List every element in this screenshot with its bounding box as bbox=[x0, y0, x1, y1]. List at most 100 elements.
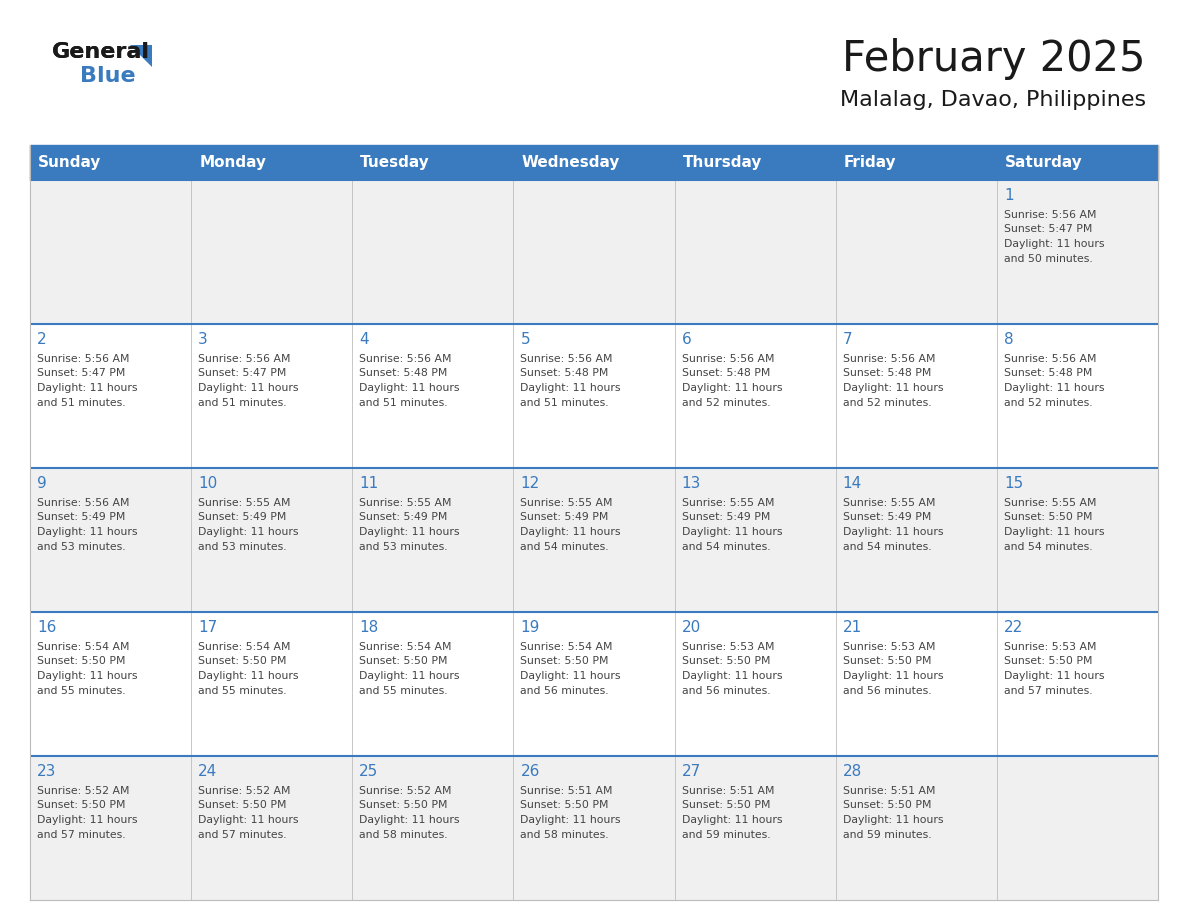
Text: Sunrise: 5:54 AM: Sunrise: 5:54 AM bbox=[520, 642, 613, 652]
Text: and 53 minutes.: and 53 minutes. bbox=[37, 542, 126, 552]
Text: 1: 1 bbox=[1004, 188, 1013, 203]
Bar bbox=[835, 324, 997, 468]
Text: and 56 minutes.: and 56 minutes. bbox=[520, 686, 609, 696]
Text: Sunset: 5:50 PM: Sunset: 5:50 PM bbox=[359, 656, 448, 666]
Text: and 53 minutes.: and 53 minutes. bbox=[198, 542, 286, 552]
Text: 11: 11 bbox=[359, 476, 379, 491]
Bar bbox=[30, 145, 191, 180]
Text: 16: 16 bbox=[37, 620, 56, 635]
Bar bbox=[353, 324, 513, 468]
Text: Sunset: 5:50 PM: Sunset: 5:50 PM bbox=[198, 656, 286, 666]
Text: Sunrise: 5:56 AM: Sunrise: 5:56 AM bbox=[37, 498, 129, 508]
Text: Sunset: 5:50 PM: Sunset: 5:50 PM bbox=[682, 656, 770, 666]
Text: Sunrise: 5:56 AM: Sunrise: 5:56 AM bbox=[1004, 354, 1097, 364]
Text: Sunrise: 5:51 AM: Sunrise: 5:51 AM bbox=[682, 786, 775, 796]
Text: and 52 minutes.: and 52 minutes. bbox=[842, 397, 931, 408]
Bar bbox=[675, 756, 835, 900]
Text: Sunset: 5:47 PM: Sunset: 5:47 PM bbox=[198, 368, 286, 378]
Text: 27: 27 bbox=[682, 764, 701, 779]
Text: Daylight: 11 hours: Daylight: 11 hours bbox=[842, 671, 943, 681]
Text: and 51 minutes.: and 51 minutes. bbox=[37, 397, 126, 408]
Text: Sunset: 5:49 PM: Sunset: 5:49 PM bbox=[37, 512, 126, 522]
Bar bbox=[353, 180, 513, 324]
Text: Sunset: 5:47 PM: Sunset: 5:47 PM bbox=[1004, 225, 1092, 234]
Text: General: General bbox=[52, 42, 150, 62]
Text: Sunset: 5:50 PM: Sunset: 5:50 PM bbox=[520, 800, 609, 811]
Text: 2: 2 bbox=[37, 332, 46, 347]
Bar bbox=[30, 324, 191, 468]
Text: 24: 24 bbox=[198, 764, 217, 779]
Bar bbox=[513, 145, 675, 180]
Text: and 50 minutes.: and 50 minutes. bbox=[1004, 253, 1093, 263]
Text: Sunset: 5:48 PM: Sunset: 5:48 PM bbox=[520, 368, 608, 378]
Text: Sunrise: 5:51 AM: Sunrise: 5:51 AM bbox=[842, 786, 935, 796]
Bar bbox=[30, 612, 191, 756]
Bar bbox=[997, 180, 1158, 324]
Text: Daylight: 11 hours: Daylight: 11 hours bbox=[359, 527, 460, 537]
Bar bbox=[191, 145, 353, 180]
Text: Daylight: 11 hours: Daylight: 11 hours bbox=[520, 383, 621, 393]
Text: 12: 12 bbox=[520, 476, 539, 491]
Bar bbox=[30, 180, 191, 324]
Text: Daylight: 11 hours: Daylight: 11 hours bbox=[842, 527, 943, 537]
Text: Sunrise: 5:56 AM: Sunrise: 5:56 AM bbox=[198, 354, 291, 364]
Text: 15: 15 bbox=[1004, 476, 1023, 491]
Text: and 51 minutes.: and 51 minutes. bbox=[198, 397, 286, 408]
Text: Sunset: 5:50 PM: Sunset: 5:50 PM bbox=[842, 800, 931, 811]
Text: and 57 minutes.: and 57 minutes. bbox=[37, 830, 126, 839]
Text: Malalag, Davao, Philippines: Malalag, Davao, Philippines bbox=[840, 90, 1146, 110]
Text: Friday: Friday bbox=[843, 155, 896, 170]
Bar bbox=[30, 468, 191, 612]
Text: 22: 22 bbox=[1004, 620, 1023, 635]
Bar bbox=[30, 145, 1158, 180]
Bar bbox=[513, 180, 675, 324]
Text: Sunset: 5:50 PM: Sunset: 5:50 PM bbox=[682, 800, 770, 811]
Text: Daylight: 11 hours: Daylight: 11 hours bbox=[842, 383, 943, 393]
Text: Sunrise: 5:53 AM: Sunrise: 5:53 AM bbox=[842, 642, 935, 652]
Text: 23: 23 bbox=[37, 764, 56, 779]
Text: 3: 3 bbox=[198, 332, 208, 347]
Text: Sunset: 5:48 PM: Sunset: 5:48 PM bbox=[842, 368, 931, 378]
Text: and 52 minutes.: and 52 minutes. bbox=[1004, 397, 1093, 408]
Text: Thursday: Thursday bbox=[683, 155, 762, 170]
Bar bbox=[997, 756, 1158, 900]
Text: Tuesday: Tuesday bbox=[360, 155, 430, 170]
Text: and 59 minutes.: and 59 minutes. bbox=[842, 830, 931, 839]
Text: Daylight: 11 hours: Daylight: 11 hours bbox=[682, 527, 782, 537]
Text: Sunset: 5:50 PM: Sunset: 5:50 PM bbox=[37, 656, 126, 666]
Text: Sunrise: 5:52 AM: Sunrise: 5:52 AM bbox=[37, 786, 129, 796]
Text: Sunrise: 5:55 AM: Sunrise: 5:55 AM bbox=[359, 498, 451, 508]
Polygon shape bbox=[129, 45, 152, 67]
Text: and 59 minutes.: and 59 minutes. bbox=[682, 830, 770, 839]
Bar bbox=[835, 756, 997, 900]
Text: Daylight: 11 hours: Daylight: 11 hours bbox=[520, 527, 621, 537]
Text: Sunset: 5:50 PM: Sunset: 5:50 PM bbox=[1004, 512, 1092, 522]
Text: Daylight: 11 hours: Daylight: 11 hours bbox=[359, 815, 460, 825]
Text: Daylight: 11 hours: Daylight: 11 hours bbox=[1004, 383, 1105, 393]
Text: Sunrise: 5:52 AM: Sunrise: 5:52 AM bbox=[198, 786, 291, 796]
Text: Sunrise: 5:56 AM: Sunrise: 5:56 AM bbox=[682, 354, 775, 364]
Text: Sunrise: 5:56 AM: Sunrise: 5:56 AM bbox=[520, 354, 613, 364]
Text: 13: 13 bbox=[682, 476, 701, 491]
Text: Sunrise: 5:54 AM: Sunrise: 5:54 AM bbox=[37, 642, 129, 652]
Text: Sunrise: 5:55 AM: Sunrise: 5:55 AM bbox=[682, 498, 775, 508]
Bar bbox=[513, 756, 675, 900]
Text: and 55 minutes.: and 55 minutes. bbox=[359, 686, 448, 696]
Text: Daylight: 11 hours: Daylight: 11 hours bbox=[37, 815, 138, 825]
Bar bbox=[997, 324, 1158, 468]
Bar bbox=[835, 145, 997, 180]
Text: Sunset: 5:49 PM: Sunset: 5:49 PM bbox=[682, 512, 770, 522]
Text: and 56 minutes.: and 56 minutes. bbox=[682, 686, 770, 696]
Text: Sunrise: 5:52 AM: Sunrise: 5:52 AM bbox=[359, 786, 451, 796]
Text: Sunset: 5:49 PM: Sunset: 5:49 PM bbox=[198, 512, 286, 522]
Text: Daylight: 11 hours: Daylight: 11 hours bbox=[37, 527, 138, 537]
Bar bbox=[191, 468, 353, 612]
Bar bbox=[191, 324, 353, 468]
Bar bbox=[835, 468, 997, 612]
Text: and 54 minutes.: and 54 minutes. bbox=[842, 542, 931, 552]
Text: and 58 minutes.: and 58 minutes. bbox=[359, 830, 448, 839]
Bar bbox=[353, 145, 513, 180]
Text: Sunrise: 5:54 AM: Sunrise: 5:54 AM bbox=[198, 642, 291, 652]
Text: Sunset: 5:48 PM: Sunset: 5:48 PM bbox=[682, 368, 770, 378]
Text: 10: 10 bbox=[198, 476, 217, 491]
